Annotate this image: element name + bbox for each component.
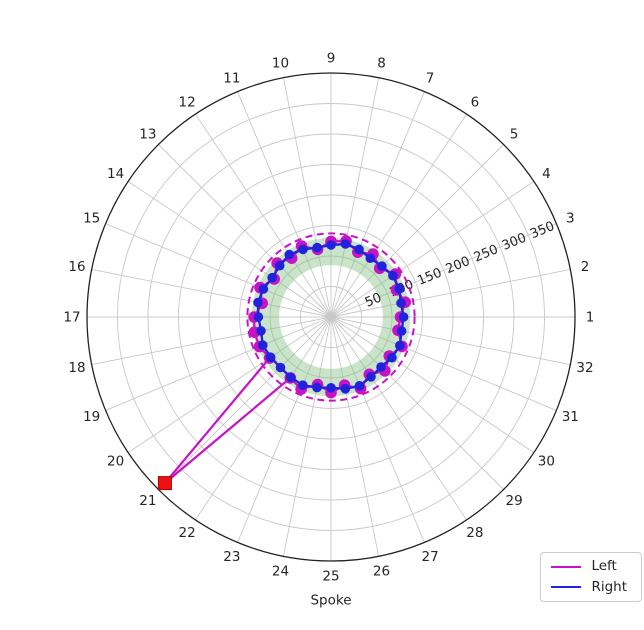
series-marker-right: [398, 312, 409, 322]
grid-circle: [239, 225, 423, 409]
series-marker-right: [253, 297, 263, 308]
legend-label-left: Left: [591, 558, 617, 574]
series-marker-right: [388, 270, 398, 281]
spoke-label: 21: [139, 493, 156, 509]
spoke-label: 1: [586, 310, 595, 326]
anomaly-square-marker: [157, 476, 172, 491]
spoke-label: 24: [272, 564, 289, 580]
series-marker-right: [253, 312, 264, 322]
series-marker-right: [275, 362, 286, 373]
series-marker-right: [298, 380, 308, 391]
series-marker-right: [396, 298, 406, 308]
spoke-label: 6: [471, 94, 480, 110]
spoke-label: 2: [581, 259, 590, 275]
spoke-label: 32: [576, 360, 593, 376]
grid-circle: [269, 255, 393, 379]
spoke-label: 17: [63, 310, 80, 326]
spoke-label: 29: [506, 493, 523, 509]
series-marker-right: [376, 362, 386, 372]
spoke-label: 13: [139, 127, 156, 143]
spoke-label: 4: [542, 166, 551, 182]
legend-line-swatch-left: [551, 565, 582, 568]
spoke-label: 14: [107, 166, 124, 182]
legend-item-right: Right: [551, 578, 627, 595]
series-marker-right: [256, 326, 266, 336]
series-marker-right: [267, 272, 278, 283]
series-marker-right: [396, 326, 407, 336]
spoke-label: 19: [83, 409, 100, 425]
radial-tick-label: 50: [363, 290, 384, 310]
spoke-label: 10: [272, 56, 289, 72]
spoke-label: 30: [538, 454, 555, 470]
series-marker-right: [365, 253, 376, 263]
legend: Left Right: [540, 552, 642, 602]
series-marker-right: [394, 284, 405, 294]
series-marker-right: [377, 261, 387, 271]
radial-tick-label: 150: [415, 265, 444, 288]
spoke-label: 7: [426, 70, 435, 86]
grid-circle: [147, 133, 515, 501]
spoke-label: 12: [179, 94, 196, 110]
series-marker-right: [326, 383, 336, 393]
radial-tick-label: 300: [500, 230, 529, 253]
radial-tick-label: 350: [528, 219, 557, 242]
grid-circle: [208, 194, 454, 440]
grid-circle: [300, 286, 362, 348]
spoke-label: 31: [562, 409, 579, 425]
series-marker-right: [284, 249, 295, 260]
legend-label-right: Right: [591, 578, 627, 595]
grid-circle: [117, 103, 545, 531]
legend-line-swatch-right: [551, 586, 582, 589]
series-marker-right: [258, 284, 269, 294]
series-marker-right: [354, 244, 364, 255]
series-marker-right: [387, 352, 397, 363]
spoke-label: 20: [107, 454, 124, 470]
spoke-label: 8: [377, 56, 386, 72]
series-marker-right: [366, 372, 376, 382]
series-marker-right: [312, 242, 323, 253]
series-marker-right: [265, 352, 276, 363]
spoke-label: 25: [322, 569, 339, 585]
spoke-label: 9: [327, 51, 336, 67]
polar-spine: [86, 72, 576, 562]
spoke-label: 18: [68, 360, 85, 376]
series-marker-right: [298, 244, 308, 255]
spoke-label: 11: [223, 70, 240, 86]
series-marker-right: [326, 240, 336, 250]
series-marker-right: [395, 340, 405, 351]
spoke-label: 28: [466, 525, 483, 541]
spoke-label: 16: [68, 259, 85, 275]
radial-tick-label: 250: [472, 242, 501, 265]
series-marker-right: [274, 260, 285, 271]
grid-circle: [178, 164, 484, 470]
series-marker-right: [354, 381, 365, 391]
spoke-label: 23: [223, 549, 240, 565]
series-marker-right: [285, 372, 296, 383]
legend-item-left: Left: [551, 558, 627, 574]
spoke-label: 22: [179, 525, 196, 541]
radial-tick-label: 200: [444, 254, 473, 277]
spoke-label: 3: [566, 211, 575, 227]
series-marker-right: [258, 340, 268, 351]
x-axis-label: Spoke: [310, 593, 351, 609]
series-marker-right: [340, 384, 351, 394]
spoke-label: 15: [83, 211, 100, 227]
reference-dashed-circle: [246, 232, 416, 402]
spoke-label: 26: [373, 564, 390, 580]
series-marker-right: [340, 239, 351, 249]
spoke-label: 27: [422, 549, 439, 565]
series-marker-right: [312, 382, 322, 393]
spoke-label: 5: [510, 127, 519, 143]
